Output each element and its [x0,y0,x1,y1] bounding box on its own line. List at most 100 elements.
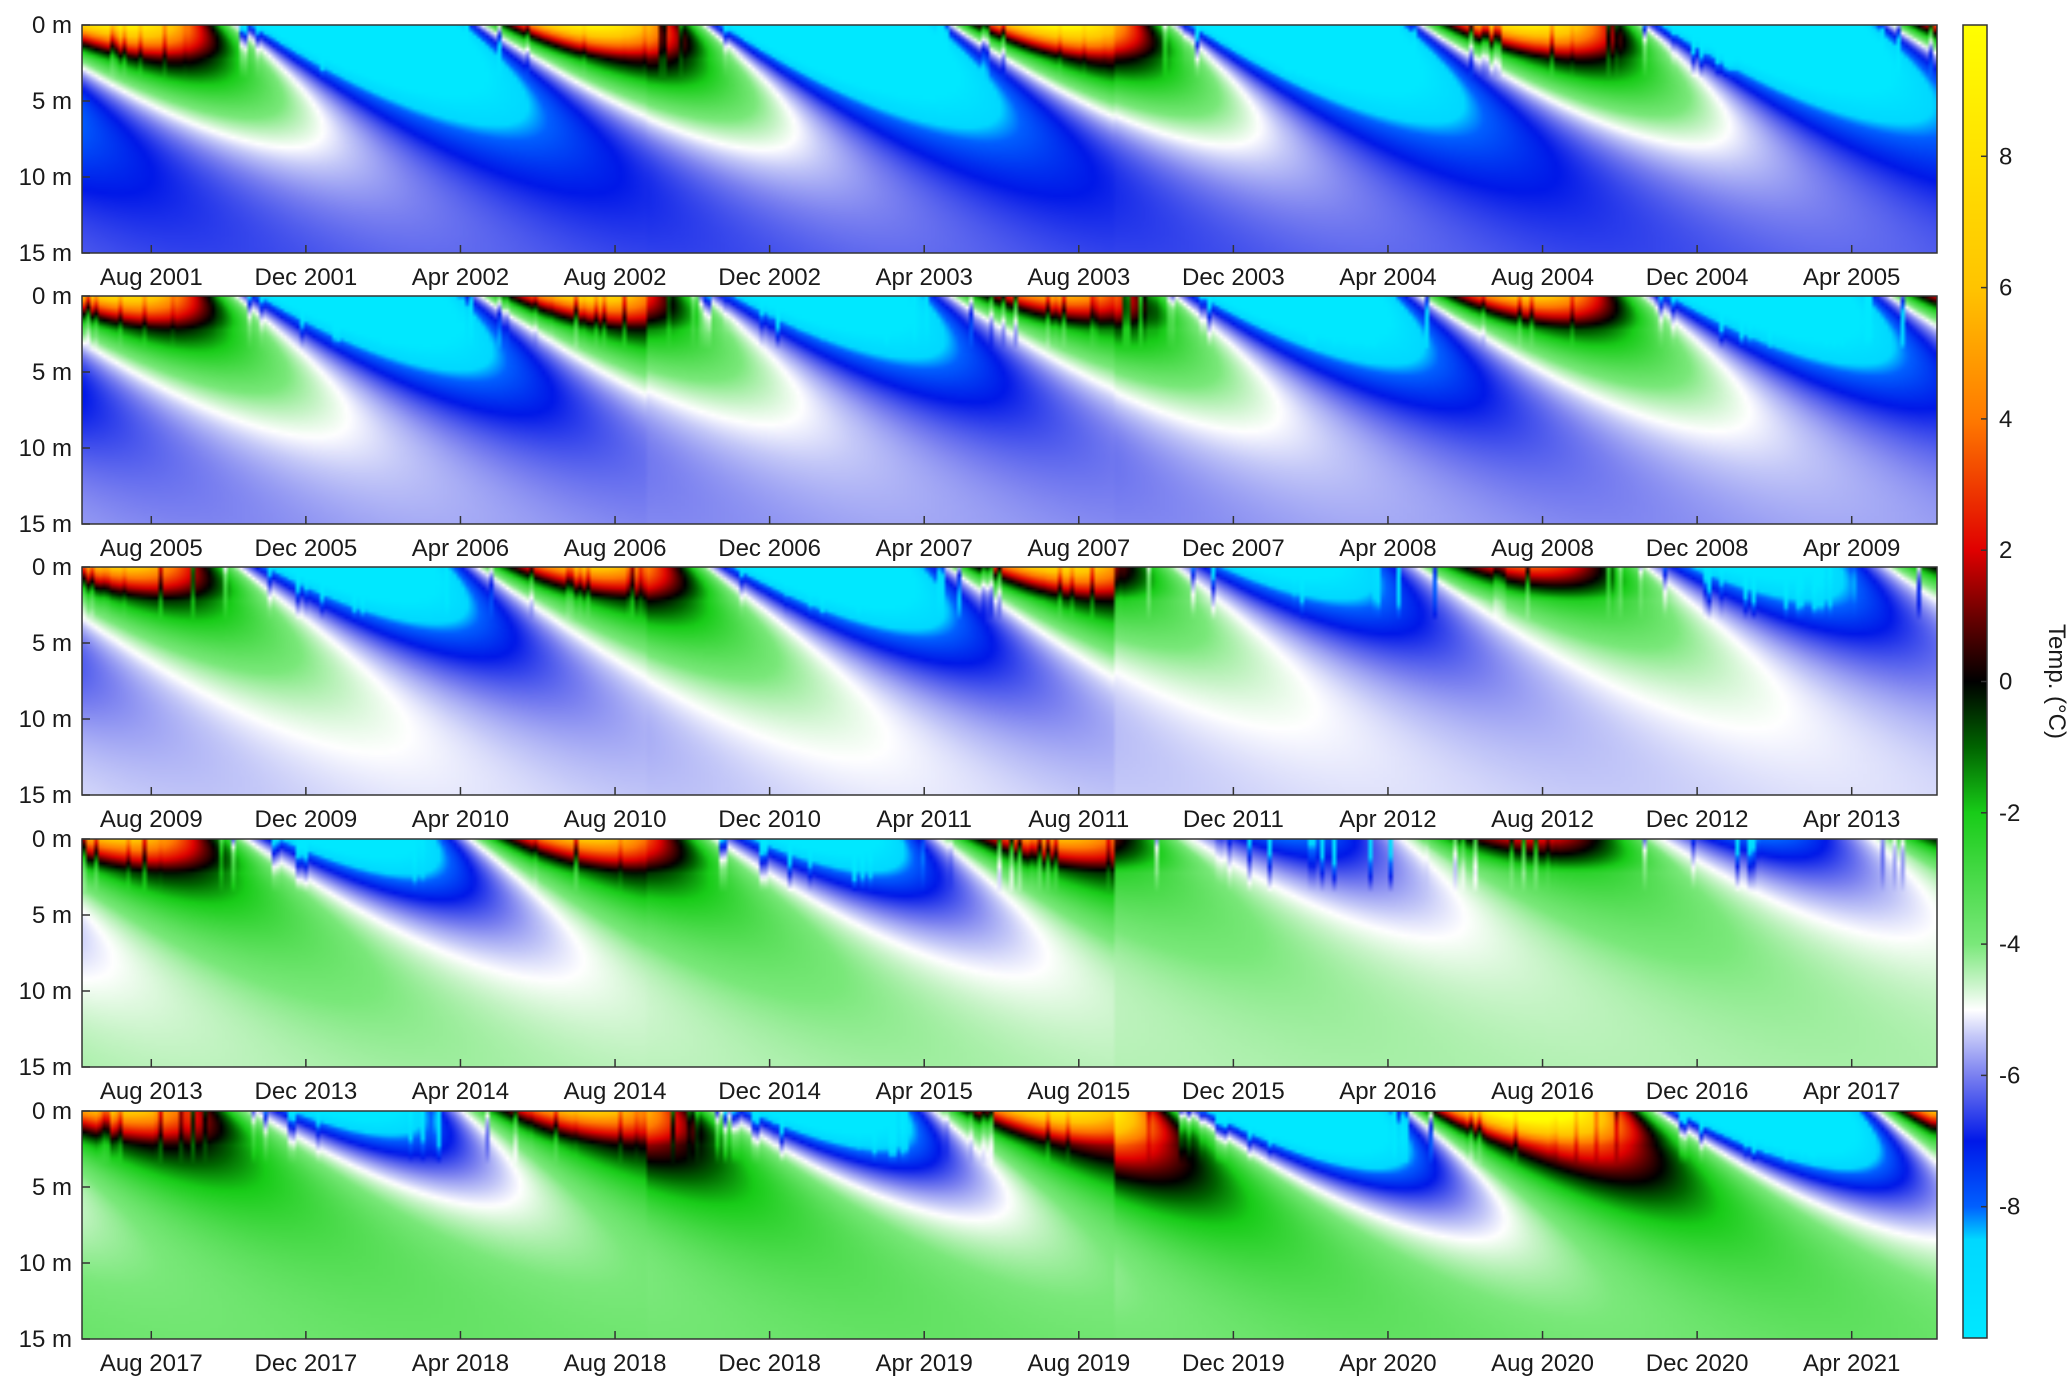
x-tick-label: Dec 2007 [1182,535,1285,562]
y-tick-label: 0 m [32,1098,72,1125]
x-tick-label: Aug 2017 [100,1350,203,1377]
x-tick-label: Aug 2010 [564,806,667,833]
colorbar-tick-label: -4 [1999,931,2020,958]
heatmap-image [82,25,1937,253]
y-tick-label: 15 m [19,511,72,538]
y-tick-label: 5 m [32,1174,72,1201]
x-tick-label: Apr 2009 [1803,535,1900,562]
heatmap-image [82,1111,1937,1339]
x-tick-label: Dec 2013 [255,1078,358,1105]
heatmap-image [82,296,1937,524]
x-tick-label: Apr 2002 [412,264,509,291]
colorbar-ticks: 8 6 4 2 0 -2 -4 -6 -8 [1981,143,2020,1221]
colorbar-tick-label: 4 [1999,406,2012,433]
x-tick-label: Aug 2005 [100,535,203,562]
x-tick-label: Dec 2015 [1182,1078,1285,1105]
x-tick-label: Aug 2009 [100,806,203,833]
y-tick-label: 0 m [32,283,72,310]
colorbar-tick-label: -8 [1999,1194,2020,1221]
x-tick-label: Apr 2014 [412,1078,509,1105]
y-tick-label: 15 m [19,1326,72,1353]
x-tick-label: Apr 2007 [876,535,973,562]
x-tick-label: Apr 2003 [876,264,973,291]
panel-frame [81,1110,1938,1340]
x-tick-label: Apr 2006 [412,535,509,562]
x-tick-label: Apr 2021 [1803,1350,1900,1377]
x-tick-label: Dec 2017 [255,1350,358,1377]
y-tick-label: 10 m [19,978,72,1005]
colorbar-tick-label: 6 [1999,275,2012,302]
x-tick-label: Apr 2017 [1803,1078,1900,1105]
x-tick-label: Apr 2005 [1803,264,1900,291]
x-tick-label: Dec 2006 [718,535,821,562]
x-tick-label: Apr 2012 [1339,806,1436,833]
x-tick-label: Dec 2002 [718,264,821,291]
panel-2: 0 m 5 m 10 m 15 m Aug 2005 Dec 2005 Apr 2006 Au… [19,283,1938,562]
x-tick-label: Aug 2014 [564,1078,667,1105]
colorbar-label: Temp. (°C) [2043,624,2067,739]
x-tick-label: Aug 2020 [1491,1350,1594,1377]
x-tick-label: Aug 2001 [100,264,203,291]
y-tick-label: 0 m [32,826,72,853]
panel-frame [81,838,1938,1068]
x-tick-label: Aug 2018 [564,1350,667,1377]
x-tick-label: Dec 2003 [1182,264,1285,291]
x-tick-label: Aug 2011 [1028,806,1129,833]
panels: 0 m 5 m 10 m 15 m Aug 2001 Dec 2001 Apr 2002 Au… [19,12,1938,1377]
panel-frame [81,566,1938,796]
x-tick-label: Dec 2009 [255,806,358,833]
y-tick-label: 10 m [19,164,72,191]
x-tick-label: Dec 2018 [718,1350,821,1377]
y-tick-label: 10 m [19,1250,72,1277]
y-tick-label: 5 m [32,359,72,386]
x-tick-label: Dec 2008 [1646,535,1749,562]
x-tick-label: Aug 2015 [1027,1078,1130,1105]
y-tick-label: 15 m [19,1054,72,1081]
x-tick-label: Dec 2012 [1646,806,1749,833]
x-tick-label: Dec 2014 [718,1078,821,1105]
colorbar-tick-label: 2 [1999,537,2012,564]
y-tick-label: 10 m [19,435,72,462]
x-tick-label: Aug 2003 [1027,264,1130,291]
x-tick-label: Apr 2004 [1339,264,1436,291]
heatmap-image [82,567,1937,795]
y-tick-label: 15 m [19,782,72,809]
x-tick-label: Aug 2016 [1491,1078,1594,1105]
panel-frame [81,24,1938,254]
x-tick-label: Dec 2005 [255,535,358,562]
x-tick-label: Apr 2020 [1339,1350,1436,1377]
x-tick-label: Aug 2006 [564,535,667,562]
panel-4: 0 m 5 m 10 m 15 m Aug 2013 Dec 2013 Apr 2014 Au… [19,826,1938,1105]
y-tick-label: 5 m [32,88,72,115]
heatmap-image [82,839,1937,1067]
x-tick-label: Apr 2013 [1803,806,1900,833]
colorbar-tick-label: 0 [1999,669,2012,696]
colorbar: 8 6 4 2 0 -2 -4 -6 -8 Temp. (°C) [1962,24,2067,1339]
y-tick-label: 15 m [19,240,72,267]
colorbar-tick-label: 8 [1999,143,2012,170]
x-tick-label: Dec 2011 [1183,806,1284,833]
y-tick-label: 5 m [32,630,72,657]
panel-frame [81,295,1938,525]
y-tick-label: 5 m [32,902,72,929]
x-tick-label: Dec 2016 [1646,1078,1749,1105]
x-tick-label: Dec 2019 [1182,1350,1285,1377]
x-tick-label: Dec 2010 [718,806,821,833]
x-tick-label: Aug 2008 [1491,535,1594,562]
x-tick-label: Aug 2012 [1491,806,1594,833]
x-tick-label: Aug 2019 [1027,1350,1130,1377]
x-tick-label: Aug 2002 [564,264,667,291]
colorbar-tick-label: -2 [1999,800,2020,827]
x-tick-label: Dec 2020 [1646,1350,1749,1377]
x-tick-label: Apr 2008 [1339,535,1436,562]
panel-1: 0 m 5 m 10 m 15 m Aug 2001 Dec 2001 Apr 2002 Au… [19,12,1938,291]
x-tick-label: Dec 2004 [1646,264,1749,291]
x-tick-label: Apr 2016 [1339,1078,1436,1105]
x-tick-label: Aug 2004 [1491,264,1594,291]
x-tick-label: Apr 2018 [412,1350,509,1377]
x-tick-label: Aug 2007 [1027,535,1130,562]
panel-3: 0 m 5 m 10 m 15 m Aug 2009 Dec 2009 Apr 2010 Au… [19,554,1938,833]
x-tick-label: Apr 2015 [876,1078,973,1105]
panel-5: 0 m 5 m 10 m 15 m Aug 2017 Dec 2017 Apr 2018 Au… [19,1098,1938,1377]
